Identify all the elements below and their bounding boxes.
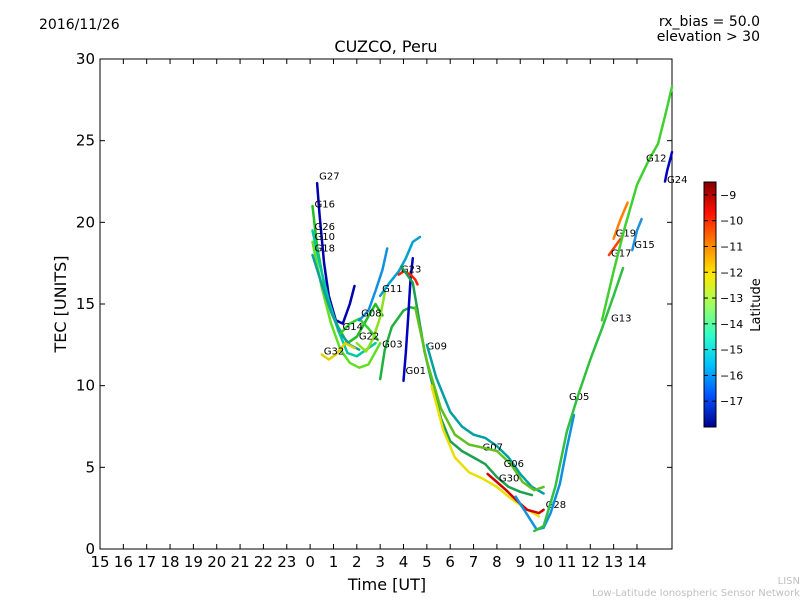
series-g01-label: G01 bbox=[406, 366, 426, 377]
x-tick-label: 13 bbox=[604, 553, 623, 571]
x-tick-label: 19 bbox=[184, 553, 203, 571]
series-g32-line bbox=[320, 341, 356, 361]
footer-lisn: LISN bbox=[777, 576, 800, 587]
colorbar-tick-label: −10 bbox=[720, 215, 743, 228]
x-tick-label: 22 bbox=[254, 553, 273, 571]
x-tick-label: 9 bbox=[515, 553, 525, 571]
series-g09-label: G09 bbox=[427, 341, 447, 352]
x-tick-label: 2 bbox=[352, 553, 362, 571]
series-g11-line bbox=[378, 235, 422, 298]
footer-network: Low-Latitude Ionospheric Sensor Network bbox=[592, 588, 800, 599]
colorbar-tick-label: −11 bbox=[720, 240, 743, 253]
x-tick-label: 20 bbox=[207, 553, 226, 571]
x-tick-label: 6 bbox=[445, 553, 455, 571]
y-tick-label: 30 bbox=[76, 50, 95, 68]
x-tick-label: 5 bbox=[422, 553, 432, 571]
x-tick-label: 7 bbox=[469, 553, 479, 571]
series-g03-label: G03 bbox=[382, 340, 402, 351]
elevation-label: elevation > 30 bbox=[656, 29, 760, 45]
series-g15-line bbox=[631, 217, 643, 252]
series-g12-label: G12 bbox=[646, 154, 666, 165]
colorbar-gradient bbox=[703, 181, 717, 428]
series-g15-label: G15 bbox=[634, 240, 654, 251]
x-tick-label: 21 bbox=[231, 553, 250, 571]
series-g27-label: G27 bbox=[319, 172, 339, 183]
series-g13-label: G13 bbox=[611, 314, 631, 325]
date-label: 2016/11/26 bbox=[39, 17, 120, 33]
series-g11-label: G11 bbox=[382, 284, 402, 295]
y-tick-label: 0 bbox=[85, 540, 95, 558]
colorbar-tick-label: −9 bbox=[720, 189, 736, 202]
series-g24-line bbox=[663, 150, 674, 183]
series-g14-label: G14 bbox=[342, 322, 362, 333]
series-g05-line bbox=[514, 413, 576, 531]
series-g19-line bbox=[612, 201, 629, 240]
series-g12-line bbox=[600, 85, 674, 322]
x-tick-label: 18 bbox=[160, 553, 179, 571]
colorbar-label: Latitude bbox=[749, 278, 764, 332]
series-g16-label: G16 bbox=[314, 199, 334, 210]
x-axis-label: Time [UT] bbox=[347, 575, 426, 594]
series-g23-label: G23 bbox=[401, 265, 421, 276]
colorbar-tick-label: −14 bbox=[720, 318, 743, 331]
series-g06-line bbox=[413, 306, 545, 492]
series-g03-line bbox=[378, 306, 419, 381]
x-tick-label: 4 bbox=[399, 553, 409, 571]
x-tick-label: 3 bbox=[375, 553, 385, 571]
x-tick-label: 10 bbox=[534, 553, 553, 571]
x-tick-label: 1 bbox=[329, 553, 339, 571]
series-g30-label: G30 bbox=[499, 474, 519, 485]
series-g17-label: G17 bbox=[611, 248, 631, 259]
series-g08-line bbox=[357, 247, 389, 322]
series-g08-label: G08 bbox=[361, 309, 381, 320]
plot-frame bbox=[99, 58, 673, 550]
series-g01-line bbox=[402, 257, 415, 383]
series-g13-line bbox=[533, 266, 625, 533]
y-tick-label: 10 bbox=[76, 377, 95, 395]
series-g18-label: G18 bbox=[314, 243, 334, 254]
colorbar-tick-label: −12 bbox=[720, 266, 743, 279]
series-g19-label: G19 bbox=[616, 229, 636, 240]
y-tick-label: 20 bbox=[76, 213, 95, 231]
colorbar-tick-label: −13 bbox=[720, 292, 743, 305]
series-g32-label: G32 bbox=[324, 346, 344, 357]
x-tick-label: 16 bbox=[114, 553, 133, 571]
series-g07-label: G07 bbox=[483, 443, 503, 454]
y-tick-label: 5 bbox=[85, 458, 95, 476]
series-g07-line bbox=[425, 343, 545, 495]
series-g24-label: G24 bbox=[667, 175, 687, 186]
y-tick-label: 25 bbox=[76, 132, 95, 150]
series-g23-line bbox=[397, 270, 419, 286]
colorbar-tick-label: −17 bbox=[720, 395, 743, 408]
colorbar: −9 −10 −11 −12 −13 −14 −15 −16 −17 bbox=[703, 181, 743, 428]
x-tick-label: 14 bbox=[627, 553, 646, 571]
series-g26-label: G26 bbox=[314, 222, 334, 233]
series-g22-line bbox=[355, 291, 387, 353]
colorbar-tick-label: −16 bbox=[720, 369, 743, 382]
series-g22-label: G22 bbox=[359, 332, 379, 343]
chart-title: CUZCO, Peru bbox=[334, 37, 438, 56]
series-g10-line bbox=[311, 240, 382, 369]
x-tick-label: 12 bbox=[581, 553, 600, 571]
rx-bias-label: rx_bias = 50.0 bbox=[658, 14, 760, 30]
x-tick-label: 0 bbox=[305, 553, 315, 571]
series-g28-label: G28 bbox=[546, 500, 566, 511]
y-axis-label: TEC [UNITS] bbox=[51, 256, 70, 354]
series-g17-line bbox=[607, 237, 622, 257]
x-tick-label: 17 bbox=[137, 553, 156, 571]
y-tick-label: 15 bbox=[76, 295, 95, 313]
series-g10-label: G10 bbox=[314, 232, 334, 243]
series-g06-label: G06 bbox=[504, 459, 524, 470]
x-tick-label: 8 bbox=[492, 553, 502, 571]
x-tick-label: 11 bbox=[557, 553, 576, 571]
series-g05-label: G05 bbox=[569, 392, 589, 403]
x-tick-label: 15 bbox=[90, 553, 109, 571]
x-tick-label: 23 bbox=[277, 553, 296, 571]
colorbar-tick-label: −15 bbox=[720, 344, 743, 357]
